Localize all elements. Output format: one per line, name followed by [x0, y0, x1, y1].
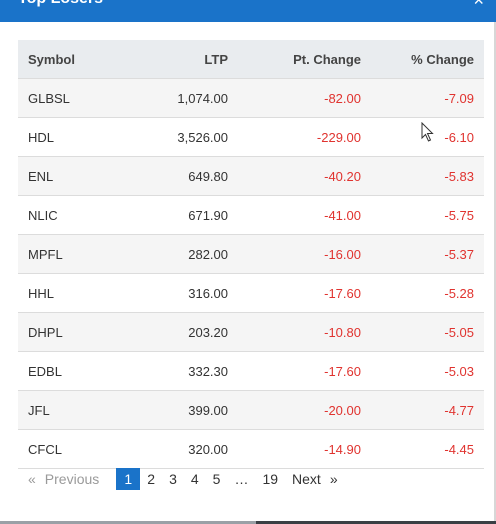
cell-ltp: 649.80	[128, 156, 238, 196]
cell-pt-change: -17.60	[238, 351, 371, 391]
cell-ltp: 671.90	[128, 195, 238, 235]
page-button-1[interactable]: 1	[116, 468, 141, 490]
cell-ltp: 282.00	[128, 234, 238, 274]
cell-pct-change: -4.77	[371, 390, 484, 430]
cell-pt-change: -41.00	[238, 195, 371, 235]
cell-pct-change: -5.83	[371, 156, 484, 196]
modal-right-edge	[494, 22, 496, 521]
column-header-ltp[interactable]: LTP	[128, 40, 238, 79]
cell-pt-change: -82.00	[238, 78, 371, 118]
cell-pt-change: -40.20	[238, 156, 371, 196]
table-row[interactable]: MPFL 282.00 -16.00 -5.37	[18, 234, 484, 274]
cell-ltp: 1,074.00	[128, 78, 238, 118]
cell-symbol: ENL	[18, 156, 128, 196]
table-row[interactable]: HHL 316.00 -17.60 -5.28	[18, 273, 484, 313]
cell-pt-change: -14.90	[238, 429, 371, 469]
page-button-4[interactable]: 4	[190, 471, 199, 487]
cell-symbol: JFL	[18, 390, 128, 430]
cell-ltp: 203.20	[128, 312, 238, 352]
cell-symbol: CFCL	[18, 429, 128, 469]
modal-header: Top Losers ×	[0, 0, 496, 22]
table-row[interactable]: GLBSL 1,074.00 -82.00 -7.09	[18, 78, 484, 118]
close-icon[interactable]: ×	[473, 0, 484, 10]
cell-pt-change: -10.80	[238, 312, 371, 352]
cell-symbol: HHL	[18, 273, 128, 313]
pagination: « Previous 1 2 3 4 5 … 19 Next »	[26, 468, 340, 490]
cell-pct-change: -5.75	[371, 195, 484, 235]
cell-pct-change: -5.28	[371, 273, 484, 313]
cell-ltp: 316.00	[128, 273, 238, 313]
modal-title: Top Losers	[18, 0, 103, 8]
next-button[interactable]: Next	[292, 471, 321, 487]
cell-pct-change: -5.03	[371, 351, 484, 391]
cell-symbol: GLBSL	[18, 78, 128, 118]
cell-pct-change: -7.09	[371, 78, 484, 118]
table-row[interactable]: ENL 649.80 -40.20 -5.83	[18, 156, 484, 196]
table-row[interactable]: DHPL 203.20 -10.80 -5.05	[18, 312, 484, 352]
cell-pt-change: -16.00	[238, 234, 371, 274]
table-row[interactable]: JFL 399.00 -20.00 -4.77	[18, 390, 484, 430]
page-button-5[interactable]: 5	[212, 471, 221, 487]
cell-symbol: EDBL	[18, 351, 128, 391]
background-strip	[0, 521, 496, 524]
cell-ltp: 3,526.00	[128, 117, 238, 157]
cell-pct-change: -5.05	[371, 312, 484, 352]
cell-pct-change: -5.37	[371, 234, 484, 274]
cell-pct-change: -4.45	[371, 429, 484, 469]
cell-pt-change: -229.00	[238, 117, 371, 157]
cell-ltp: 332.30	[128, 351, 238, 391]
table-row[interactable]: NLIC 671.90 -41.00 -5.75	[18, 195, 484, 235]
cell-symbol: DHPL	[18, 312, 128, 352]
page-button-2[interactable]: 2	[147, 471, 156, 487]
table-row[interactable]: HDL 3,526.00 -229.00 -6.10	[18, 117, 484, 157]
cell-ltp: 320.00	[128, 429, 238, 469]
column-header-symbol[interactable]: Symbol	[18, 40, 128, 79]
pagination-ellipsis: …	[234, 471, 249, 487]
previous-arrow-icon: «	[28, 471, 36, 487]
cell-symbol: NLIC	[18, 195, 128, 235]
cell-ltp: 399.00	[128, 390, 238, 430]
mouse-pointer-icon	[421, 122, 434, 142]
column-header-pct-change[interactable]: % Change	[371, 40, 484, 79]
cell-symbol: HDL	[18, 117, 128, 157]
table-header-row: Symbol LTP Pt. Change % Change	[18, 40, 484, 79]
previous-button: Previous	[44, 471, 100, 487]
next-arrow-icon[interactable]: »	[329, 471, 338, 487]
page-button-19[interactable]: 19	[262, 471, 279, 487]
column-header-pt-change[interactable]: Pt. Change	[238, 40, 371, 79]
table-row[interactable]: CFCL 320.00 -14.90 -4.45	[18, 429, 484, 469]
table-row[interactable]: EDBL 332.30 -17.60 -5.03	[18, 351, 484, 391]
page-button-3[interactable]: 3	[169, 471, 177, 487]
losers-table: Symbol LTP Pt. Change % Change GLBSL 1,0…	[18, 40, 484, 469]
cell-pt-change: -17.60	[238, 273, 371, 313]
cell-pt-change: -20.00	[238, 390, 371, 430]
cell-symbol: MPFL	[18, 234, 128, 274]
